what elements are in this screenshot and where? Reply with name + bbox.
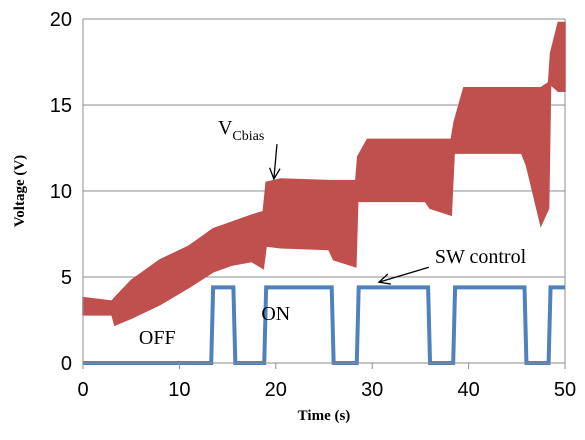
series-vcbias-envelope	[82, 21, 566, 327]
y-axis-title: Voltage (V)	[12, 155, 28, 227]
annotations: VCbias SW control OFF ON	[139, 117, 527, 349]
y-tick-label: 0	[61, 353, 72, 375]
x-tick-label: 50	[554, 379, 576, 401]
annotation-text: V	[218, 117, 233, 139]
annotation-arrowhead	[269, 167, 281, 181]
annotation-arrowhead	[377, 273, 391, 285]
annotation-text: ON	[261, 303, 290, 325]
x-tick-label: 0	[77, 379, 88, 401]
annotation-arrow	[378, 266, 430, 283]
y-tick-label: 5	[61, 267, 72, 289]
annotation-label: VCbias	[218, 117, 264, 144]
series-area	[82, 21, 566, 365]
y-tick-label: 20	[50, 9, 72, 31]
x-tick-label: 40	[457, 379, 479, 401]
annotation-subscript: Cbias	[232, 129, 264, 144]
y-tick-label: 10	[50, 181, 72, 203]
annotation-text: OFF	[139, 327, 176, 349]
annotation-label: SW control	[435, 246, 527, 268]
annotation-arrow	[273, 144, 278, 180]
annotation-label: ON	[261, 303, 290, 325]
series-sw-control-line	[83, 285, 565, 365]
ticks: 0 5 10 15 20 0 10 20 30 40 50	[50, 9, 576, 401]
axes	[82, 19, 565, 364]
annotation-text: SW control	[435, 246, 527, 268]
annotation-label: OFF	[139, 327, 176, 349]
x-tick-label: 20	[265, 379, 287, 401]
x-tick-label: 30	[361, 379, 383, 401]
x-tick-label: 10	[168, 379, 190, 401]
x-axis-title: Time (s)	[298, 408, 351, 424]
y-tick-label: 15	[50, 95, 72, 117]
